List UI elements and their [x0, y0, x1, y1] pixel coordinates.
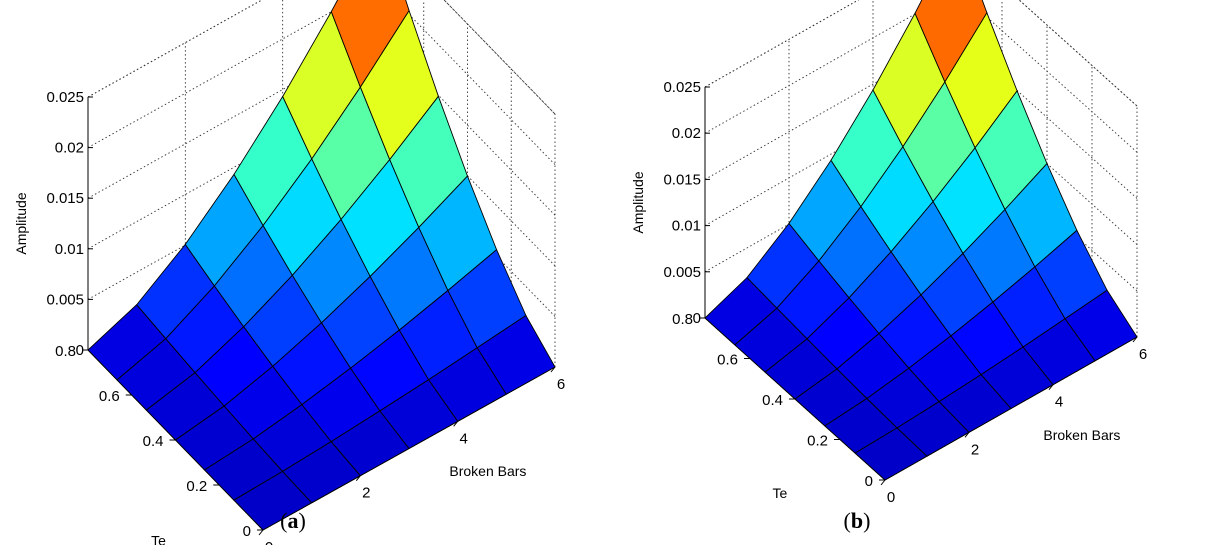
- tick-labels: 0 0.005 0.01 0.015 0.02 0.025 0 2 4 6 0 0.2 0.4 0.6 0.…: [663, 79, 1147, 506]
- z-tick-label: 0.025: [663, 79, 701, 96]
- surface-chart-b: 0 0.005 0.01 0.015 0.02 0.025 0 2 4 6 0 0.2 0.4 0.6 0.…: [610, 0, 1220, 545]
- y-axis-label: Te: [773, 485, 788, 501]
- z-tick-label: 0.025: [46, 89, 84, 106]
- surface: [87, 0, 556, 531]
- surface-chart-a: 0 0.005 0.01 0.015 0.02 0.025 0 2 4 6 0 0.2 0.4 0.6 0.…: [13, 0, 565, 545]
- x-tick-label: 4: [1055, 394, 1063, 411]
- z-tick-label: 0.01: [672, 218, 701, 235]
- tick-labels: 0 0.005 0.01 0.015 0.02 0.025 0 2 4 6 0 0.2 0.4 0.6 0.…: [46, 89, 565, 545]
- x-axis-label: Broken Bars: [449, 463, 526, 479]
- y-tick-label: 0.4: [143, 433, 164, 450]
- y-tick-label: 0: [243, 523, 251, 540]
- z-tick-label: 0: [693, 310, 701, 327]
- x-tick-label: 0: [265, 539, 273, 545]
- caption-a: (a): [280, 508, 306, 533]
- z-axis-label: Amplitude: [13, 192, 29, 254]
- x-tick-label: 4: [459, 430, 467, 447]
- x-tick-label: 6: [557, 376, 565, 393]
- y-tick-label: 0.6: [99, 388, 120, 405]
- y-tick-label: 0.8: [55, 343, 76, 360]
- y-axis-label: Te: [151, 533, 166, 545]
- surface-patch: [1064, 289, 1138, 362]
- z-tick-label: 0.015: [663, 171, 701, 188]
- y-tick-label: 0.8: [672, 311, 693, 328]
- y-tick-label: 0.2: [807, 433, 828, 450]
- y-tick-label: 0.6: [717, 352, 738, 369]
- z-axis-label: Amplitude: [630, 171, 646, 233]
- surface-plot-a: 0 0.005 0.01 0.015 0.02 0.025 0 2 4 6 0 0.2 0.4 0.6 0.…: [13, 0, 565, 545]
- z-tick-label: 0.005: [46, 291, 84, 308]
- x-tick-label: 6: [1139, 346, 1147, 363]
- y-tick-label: 0.2: [186, 478, 207, 495]
- z-tick-label: 0.01: [55, 241, 84, 258]
- surface: [704, 0, 1138, 481]
- y-tick-label: 0.4: [762, 392, 783, 409]
- caption-b: (b): [843, 508, 871, 533]
- x-axis-label: Broken Bars: [1043, 427, 1120, 443]
- x-tick-label: 2: [971, 441, 979, 458]
- x-tick-label: 2: [362, 485, 370, 502]
- z-tick-label: 0: [76, 342, 84, 359]
- z-tick-label: 0.02: [55, 140, 84, 157]
- x-tick-label: 0: [887, 489, 895, 506]
- z-tick-label: 0.02: [672, 125, 701, 142]
- y-tick-label: 0: [865, 473, 873, 490]
- z-tick-label: 0.015: [46, 190, 84, 207]
- surface-patch: [476, 314, 556, 395]
- surface-plot-b: 0 0.005 0.01 0.015 0.02 0.025 0 2 4 6 0 0.2 0.4 0.6 0.…: [630, 0, 1147, 506]
- z-tick-label: 0.005: [663, 264, 701, 281]
